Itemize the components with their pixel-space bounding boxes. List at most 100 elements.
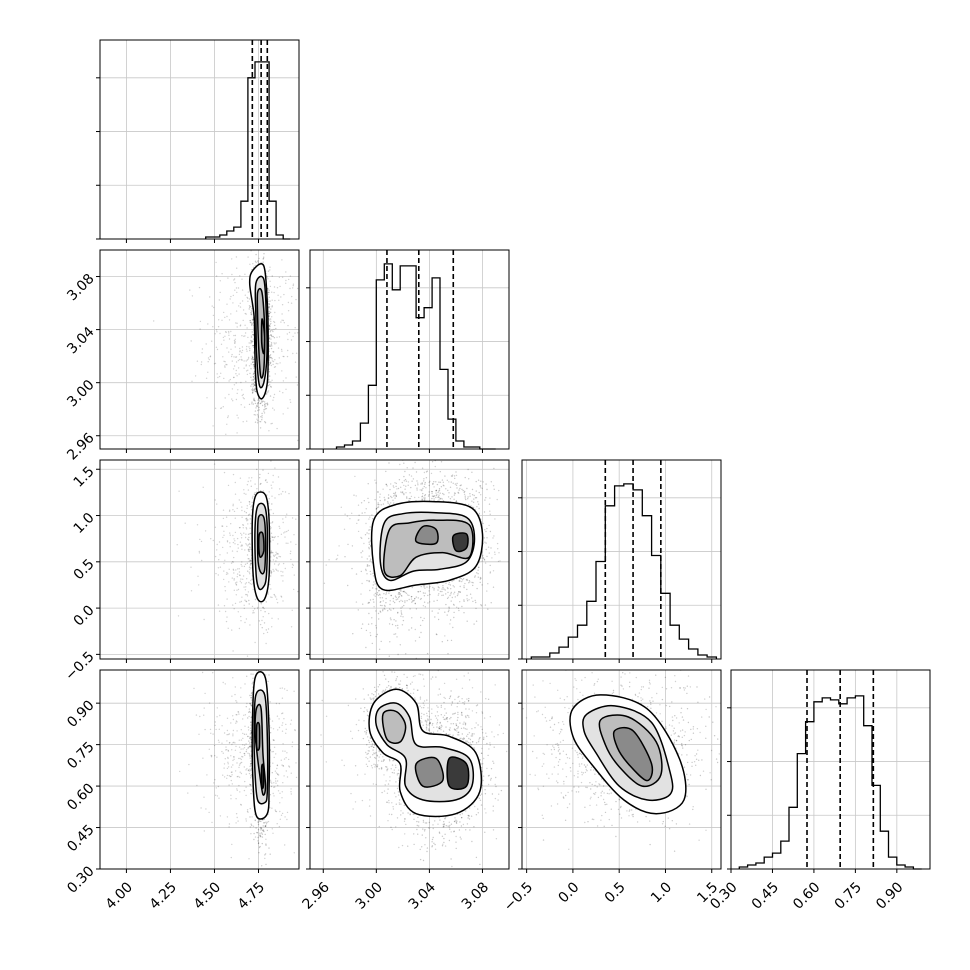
panel-r2-c1-sample-point — [387, 501, 389, 503]
panel-r2-c0-sample-point — [249, 583, 251, 585]
panel-r2-c0-sample-point — [313, 579, 314, 580]
panel-r1-c0-sample-point — [261, 415, 263, 417]
panel-r2-c1-sample-point — [497, 560, 500, 563]
panel-r1-c0-sample-point — [295, 352, 298, 354]
panel-r1-c0-sample-point — [251, 355, 253, 357]
panel-r2-c0-sample-point — [271, 521, 274, 523]
panel-r2-c1-sample-point — [369, 540, 371, 542]
panel-r1-c0-sample-point — [252, 352, 255, 354]
panel-r1-c0-sample-point — [252, 333, 254, 336]
panel-r1-c0-sample-point — [276, 336, 278, 338]
panel-r2-c1-sample-point — [420, 662, 421, 663]
panel-r2-c1-sample-point — [360, 502, 363, 504]
panel-r2-c0-sample-point — [287, 529, 289, 532]
panel-r1-c0-sample-point — [233, 376, 235, 379]
panel-r2-c1-sample-point — [398, 600, 401, 603]
panel-r2-c0-sample-point — [237, 568, 239, 570]
panel-r1-c0-sample-point — [251, 322, 253, 325]
panel-r2-c0-sample-point — [270, 552, 272, 554]
panel-r1-c0-sample-point — [273, 366, 276, 368]
panel-r1-c0-sample-point — [261, 404, 264, 407]
panel-r1-c0-sample-point — [226, 303, 228, 305]
panel-r2-c1-sample-point — [441, 594, 443, 597]
panel-r1-c0-sample-point — [269, 323, 271, 325]
panel-r2-c0-sample-point — [230, 562, 233, 564]
panel-r1-c0-sample-point — [277, 294, 279, 296]
panel-r2-c0-sample-point — [282, 600, 284, 602]
panel-r2-c1-sample-point — [390, 594, 392, 597]
panel-r2-c1-sample-point — [400, 486, 402, 488]
panel-r2-c0-sample-point — [239, 580, 241, 582]
panel-r2-c0-sample-point — [196, 524, 199, 526]
panel-r2-c1-sample-point — [401, 606, 403, 608]
panel-r2-c0-sample-point — [280, 595, 282, 597]
panel-r2-c1-sample-point — [379, 604, 382, 607]
panel-r2-c1-sample-point — [357, 530, 360, 533]
panel-r2-c1-sample-point — [373, 581, 375, 583]
panel-r2-c1-sample-point — [385, 483, 388, 486]
panel-r2-c1-sample-point — [380, 504, 382, 506]
panel-r1-c0-sample-point — [223, 311, 225, 314]
panel-r1-c0-sample-point — [238, 373, 240, 375]
panel-r2-c0-sample-point — [292, 564, 294, 566]
panel-r1-c0-sample-point — [231, 273, 233, 276]
panel-r2-c1-sample-point — [414, 597, 416, 600]
panel-r2-c1-sample-point — [368, 529, 370, 531]
panel-r1-c0-sample-point — [238, 353, 241, 356]
panel-r2-c0-sample-point — [290, 626, 293, 628]
panel-r2-c1-sample-point — [370, 558, 372, 560]
panel-r1-c0-sample-point — [283, 322, 285, 324]
panel-r2-c0-sample-point — [223, 534, 225, 536]
panel-r1-c0-sample-point — [261, 399, 263, 401]
panel-r2-c0-sample-point — [202, 486, 204, 488]
panel-r2-c0-sample-point — [233, 579, 235, 581]
panel-r1-c0-sample-point — [246, 296, 248, 299]
panel-r2-c1-sample-point — [383, 496, 385, 499]
panel-r2-c0-sample-point — [223, 605, 226, 607]
panel-r1-c0-sample-point — [254, 421, 257, 423]
panel-r1-c0-sample-point — [234, 340, 236, 343]
panel-r1-c0-sample-point — [251, 331, 253, 333]
panel-r2-c0-sample-point — [241, 545, 243, 547]
panel-r2-c1-sample-point — [383, 593, 385, 595]
panel-r2-c1-sample-point — [400, 615, 402, 617]
panel-r2-c0-sample-point — [257, 606, 259, 609]
panel-r2-c1-sample-point — [400, 612, 403, 614]
panel-r1-c0-sample-point — [287, 324, 289, 327]
panel-r2-c1-sample-point — [414, 598, 416, 600]
panel-r2-c1-sample-point — [399, 453, 400, 454]
panel-r2-c1-sample-point — [377, 491, 379, 493]
panel-r2-c0-sample-point — [232, 604, 234, 606]
panel-r2-c0-sample-point — [286, 530, 288, 533]
panel-r1-c0-sample-point — [267, 293, 270, 295]
panel-r2-c0-sample-point — [225, 516, 228, 518]
panel-r2-c1-sample-point — [391, 623, 394, 626]
panel-r2-c1-sample-point — [365, 629, 368, 632]
panel-r2-c0-sample-point — [293, 678, 294, 679]
panel-r2-c0-sample-point — [274, 595, 276, 597]
panel-r2-c1-sample-point — [419, 598, 422, 601]
panel-r2-c0-sample-point — [265, 601, 267, 603]
panel-r2-c1-sample-point — [387, 610, 389, 612]
panel-r2-c0-sample-point — [249, 542, 251, 545]
panel-r2-c1-sample-point — [394, 633, 397, 635]
panel-r2-c1-sample-point — [379, 499, 381, 502]
panel-r1-c0-sample-point — [239, 350, 241, 352]
panel-r2-c0-sample-point — [271, 551, 273, 554]
panel-r2-c0-sample-point — [282, 571, 284, 573]
panel-r2-c1-sample-point — [387, 494, 390, 496]
panel-r2-c0-sample-point — [272, 539, 274, 541]
panel-r2-c0-sample-point — [256, 488, 258, 490]
panel-r1-c0-sample-point — [222, 406, 224, 408]
panel-r2-c1-sample-point — [421, 498, 423, 500]
panel-r2-c0-sample-point — [233, 572, 235, 574]
panel-r2-c1-sample-point — [382, 608, 384, 611]
panel-r2-c0-sample-point — [252, 588, 254, 591]
panel-r1-c0-sample-point — [263, 256, 265, 258]
panel-r2-c0-sample-point — [223, 530, 225, 532]
panel-r1-c0-sample-point — [270, 341, 273, 344]
panel-r2-c1-sample-point — [377, 506, 379, 509]
panel-r1-c0-sample-point — [281, 259, 283, 261]
panel-r2-c1-sample-point — [368, 501, 370, 504]
panel-r2-c0-sample-point — [272, 536, 274, 538]
